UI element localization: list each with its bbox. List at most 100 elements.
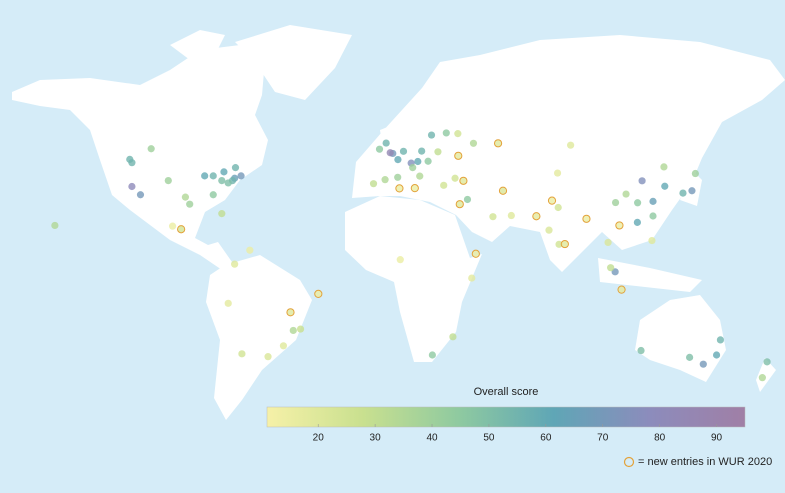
university-point — [454, 130, 462, 138]
university-point — [369, 180, 378, 188]
university-point — [604, 238, 612, 247]
university-point — [394, 155, 402, 164]
arctic-islands — [170, 30, 225, 60]
university-point — [424, 157, 432, 165]
university-point — [649, 212, 657, 220]
colorbar-tick-label: 20 — [313, 433, 325, 444]
university-point — [661, 182, 669, 190]
university-point — [712, 351, 721, 359]
university-point — [615, 221, 624, 230]
north-america — [12, 45, 268, 272]
university-point — [375, 145, 384, 153]
university-point — [637, 346, 645, 355]
university-point — [231, 164, 240, 172]
australia — [635, 295, 726, 382]
south-america — [206, 255, 312, 420]
university-point — [177, 225, 186, 234]
university-point — [394, 173, 402, 181]
university-point — [699, 360, 707, 368]
university-point — [224, 299, 232, 307]
university-point — [209, 191, 217, 199]
university-point — [622, 190, 630, 198]
university-point — [164, 177, 172, 185]
university-point — [231, 260, 239, 268]
university-point — [560, 239, 569, 249]
colorbar-tick-label: 70 — [597, 433, 609, 444]
university-point — [381, 176, 389, 184]
university-point — [209, 172, 217, 180]
university-point — [649, 197, 657, 205]
university-point — [691, 169, 699, 178]
university-point — [434, 148, 442, 156]
university-point — [246, 246, 254, 254]
university-point — [459, 176, 468, 185]
university-point — [493, 139, 503, 148]
colorbar-tick-label: 90 — [711, 433, 723, 444]
university-point — [399, 147, 408, 155]
university-point — [382, 139, 390, 147]
colorbar-title: Overall score — [474, 386, 539, 398]
colorbar-tick-label: 60 — [540, 433, 552, 444]
university-point — [289, 326, 297, 335]
university-point — [489, 213, 497, 221]
university-point — [686, 353, 694, 361]
greenland — [235, 25, 352, 100]
university-point — [126, 155, 134, 163]
university-point — [451, 174, 459, 182]
university-point — [418, 147, 426, 155]
university-point — [454, 151, 463, 160]
university-point — [224, 179, 232, 187]
colorbar — [266, 406, 746, 428]
new-entry-symbol — [623, 456, 635, 468]
university-point — [611, 198, 620, 207]
university-point — [553, 169, 562, 177]
africa — [345, 196, 482, 362]
university-point — [758, 374, 766, 382]
university-point — [567, 141, 575, 149]
university-point — [414, 157, 422, 166]
university-point — [547, 196, 557, 205]
university-point — [51, 221, 59, 230]
university-point — [679, 189, 687, 197]
land — [12, 25, 785, 420]
university-point — [633, 218, 641, 226]
university-point — [264, 353, 272, 361]
new-zealand — [756, 358, 776, 392]
university-point — [136, 191, 145, 199]
university-point — [532, 212, 541, 221]
university-point — [286, 308, 295, 317]
university-point — [469, 139, 478, 147]
university-point — [507, 211, 515, 220]
university-point — [463, 195, 472, 204]
university-point — [554, 203, 562, 212]
eurasia — [352, 35, 785, 272]
university-point — [220, 168, 228, 176]
university-point — [617, 285, 626, 294]
university-points — [51, 129, 771, 382]
university-point — [168, 222, 177, 230]
university-point — [440, 181, 448, 189]
university-point — [416, 172, 424, 180]
colorbar-tick-label: 50 — [483, 433, 495, 444]
university-point — [442, 129, 450, 137]
university-point — [147, 145, 155, 153]
university-point — [386, 149, 394, 157]
university-point — [186, 200, 194, 208]
university-point — [582, 214, 591, 223]
university-point — [128, 182, 136, 191]
colorbar-tick-label: 80 — [654, 433, 666, 444]
university-point — [468, 274, 476, 282]
japan — [680, 168, 702, 206]
university-point — [688, 187, 696, 195]
university-point — [455, 200, 464, 209]
university-point — [716, 336, 725, 344]
university-point — [471, 249, 480, 258]
colorbar-tick-label: 40 — [426, 433, 438, 444]
university-point — [238, 350, 246, 358]
university-point — [410, 184, 419, 193]
university-point — [634, 199, 642, 207]
university-point — [218, 210, 226, 218]
university-point — [660, 163, 668, 171]
university-point — [279, 342, 288, 350]
